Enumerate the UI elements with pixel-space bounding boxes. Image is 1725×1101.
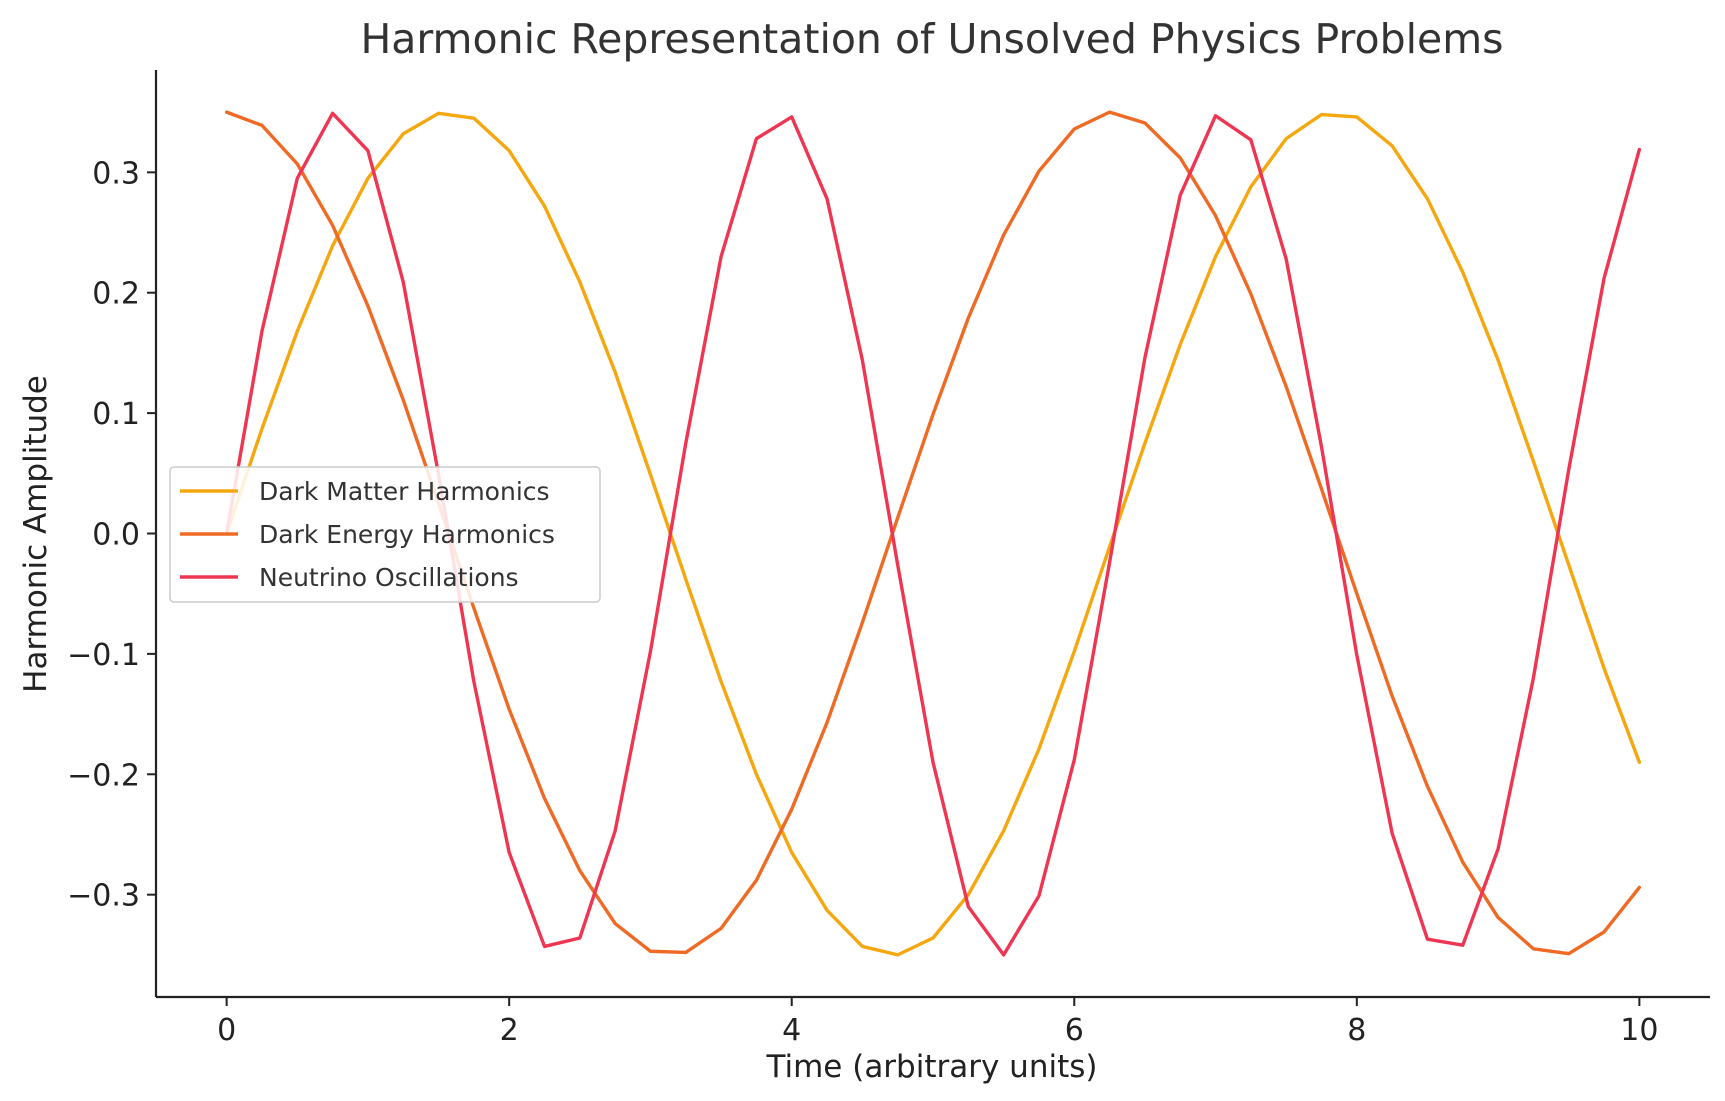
legend-entry-3: Neutrino Oscillations (259, 563, 519, 592)
x-tick-label: 8 (1347, 1013, 1366, 1048)
y-tick-label: 0.0 (92, 518, 140, 553)
x-tick-label: 0 (217, 1013, 236, 1048)
x-tick-label: 4 (782, 1013, 801, 1048)
legend-entry-2: Dark Energy Harmonics (259, 520, 555, 549)
x-axis-label: Time (arbitrary units) (766, 1049, 1098, 1085)
y-tick-label: −0.2 (67, 758, 140, 793)
legend: Dark Matter Harmonics Dark Energy Harmoni… (169, 466, 601, 603)
y-tick-label: −0.1 (67, 638, 140, 673)
y-axis-label: Harmonic Amplitude (18, 375, 54, 693)
series-line-3 (224, 111, 1642, 957)
ticks: 0 2 4 6 8 10 −0.3 −0.2 −0.1 0.0 0.1 0.2 0.3 (67, 156, 1658, 1048)
legend-box (169, 466, 601, 603)
x-tick-label: 2 (500, 1013, 519, 1048)
legend-entry-1: Dark Matter Harmonics (259, 477, 550, 506)
y-tick-label: 0.1 (92, 397, 140, 432)
y-tick-label: 0.2 (92, 277, 140, 312)
x-tick-label: 10 (1620, 1013, 1658, 1048)
y-tick-label: 0.3 (92, 156, 140, 191)
x-tick-label: 6 (1065, 1013, 1084, 1048)
chart-title: Harmonic Representation of Unsolved Phys… (360, 15, 1503, 63)
y-tick-label: −0.3 (67, 879, 140, 914)
series-line-1 (224, 111, 1642, 957)
